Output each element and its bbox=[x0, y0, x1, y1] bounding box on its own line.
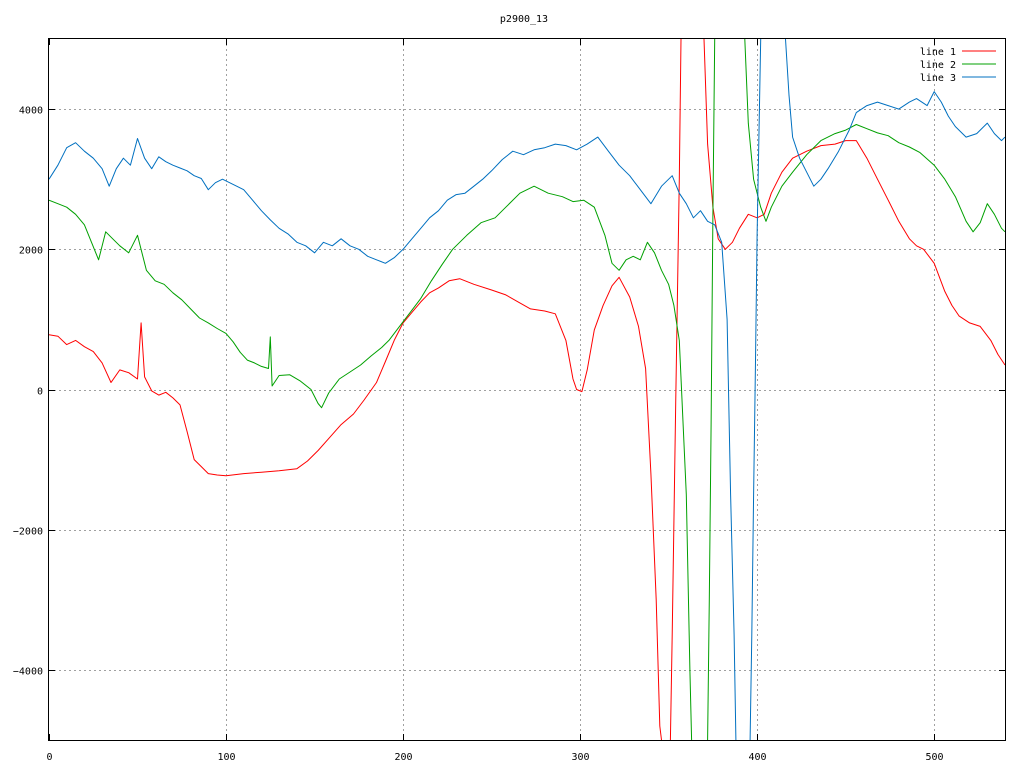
y-tick-label: −4000 bbox=[13, 667, 43, 678]
legend-label: line 1 bbox=[920, 47, 956, 58]
series-line bbox=[49, 185, 693, 740]
plot-frame bbox=[48, 38, 1006, 741]
y-tick-label: 4000 bbox=[19, 106, 43, 117]
y-tick-label: 2000 bbox=[19, 246, 43, 257]
series-line bbox=[749, 39, 762, 740]
series-line bbox=[703, 39, 1005, 366]
legend-label: line 3 bbox=[920, 73, 956, 84]
legend-label: line 2 bbox=[920, 60, 956, 71]
x-tick-label: 200 bbox=[394, 752, 412, 763]
grid-lines bbox=[49, 39, 1005, 740]
series-line bbox=[49, 276, 662, 740]
series-line bbox=[785, 39, 1005, 187]
y-axis-ticks: −4000 −2000 0 2000 4000 bbox=[13, 106, 1005, 678]
series-lines bbox=[49, 39, 1005, 740]
x-tick-label: 100 bbox=[217, 752, 235, 763]
series-line bbox=[669, 39, 682, 740]
series-line bbox=[707, 39, 716, 740]
x-tick-label: 300 bbox=[571, 752, 589, 763]
series-line bbox=[49, 136, 737, 740]
legend: line 1 line 2 line 3 bbox=[920, 47, 996, 84]
y-tick-label: −2000 bbox=[13, 527, 43, 538]
chart-title: p2900_13 bbox=[500, 14, 548, 25]
x-tick-label: 500 bbox=[925, 752, 943, 763]
series-line bbox=[744, 39, 1005, 233]
y-tick-label: 0 bbox=[37, 387, 43, 398]
x-tick-label: 400 bbox=[748, 752, 766, 763]
x-tick-label: 0 bbox=[46, 752, 52, 763]
x-axis-ticks: 0 100 200 300 400 500 bbox=[46, 39, 944, 763]
